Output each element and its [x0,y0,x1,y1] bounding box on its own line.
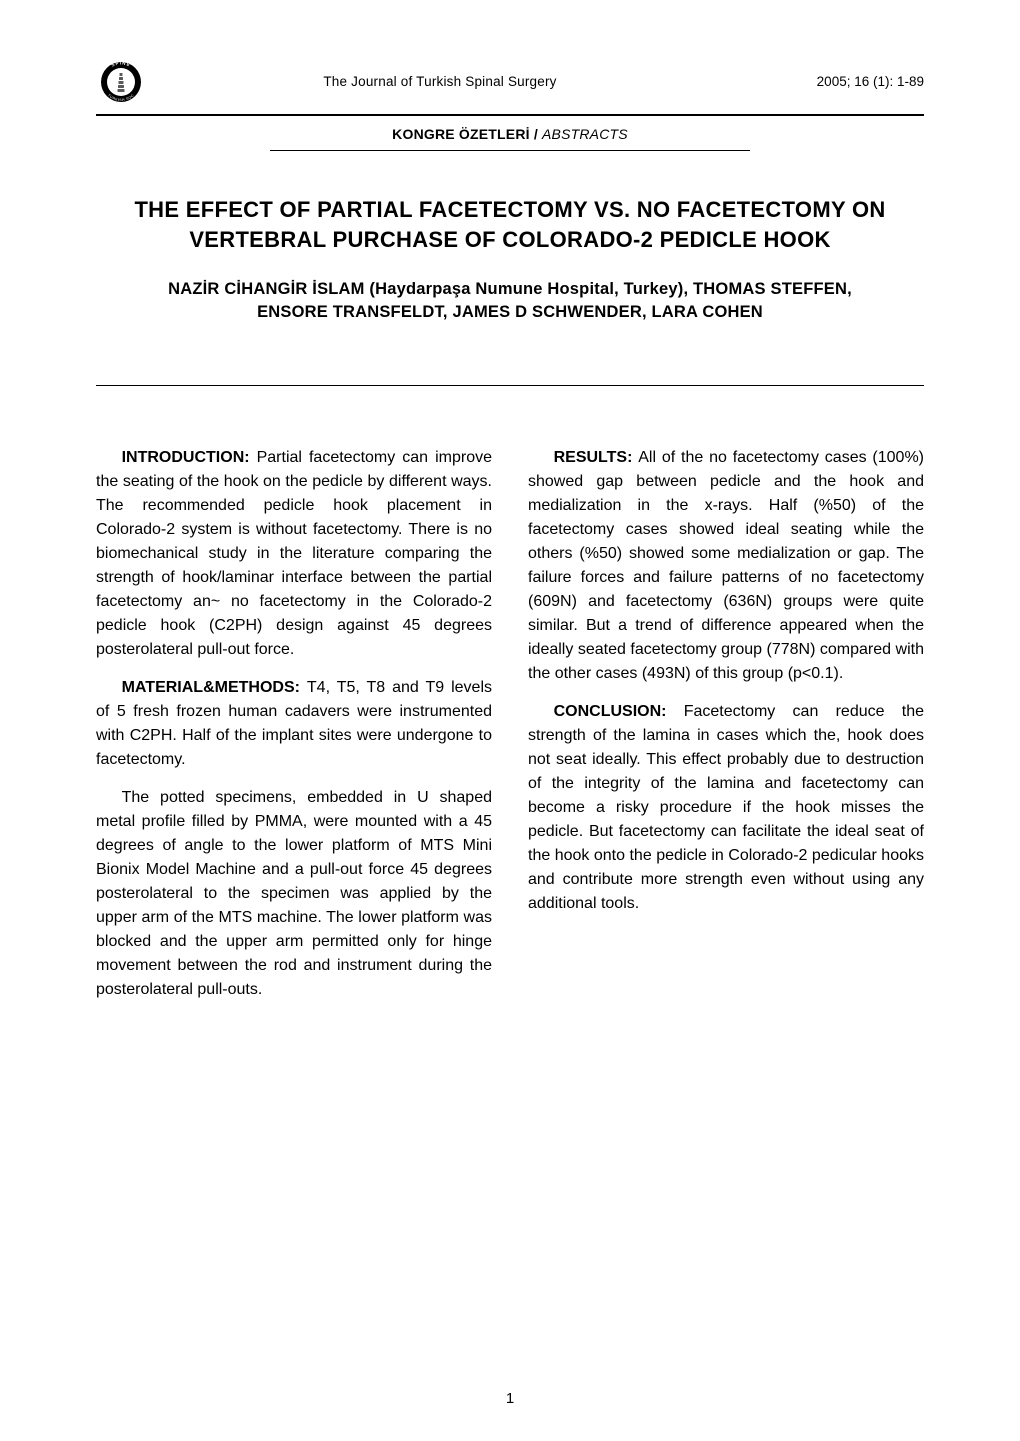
paragraph-text: Facetectomy can reduce the strength of t… [528,703,924,912]
paragraph-text: The potted specimens, embedded in U shap… [96,789,492,998]
paragraph: MATERIAL&METHODS: T4, T5, T8 and T9 leve… [96,676,492,772]
run-in-heading: MATERIAL&METHODS: [122,679,307,696]
section-subrule [270,150,750,151]
paragraph-text: Partial facetectomy can improve the seat… [96,449,492,658]
authors-line-1: NAZİR CİHANGİR İSLAM (Haydarpaşa Numune … [168,280,852,298]
column-left: INTRODUCTION: Partial facetectomy can im… [96,446,492,1016]
top-thick-rule [96,114,924,116]
title-line-2: VERTEBRAL PURCHASE OF COLORADO-2 PEDICLE… [189,227,830,252]
run-in-heading: CONCLUSION: [554,703,684,720]
section-label-italic: ABSTRACTS [542,126,628,142]
section-label: KONGRE ÖZETLERİ / ABSTRACTS [96,126,924,142]
journal-header: SPINE TURKISH SOC The Journal of Turkish… [96,56,924,110]
paragraph: INTRODUCTION: Partial facetectomy can im… [96,446,492,662]
run-in-heading: RESULTS: [554,449,639,466]
body-columns: INTRODUCTION: Partial facetectomy can im… [96,446,924,1016]
column-right: RESULTS: All of the no facetectomy cases… [528,446,924,1016]
author-line: NAZİR CİHANGİR İSLAM (Haydarpaşa Numune … [120,278,900,324]
page: SPINE TURKISH SOC The Journal of Turkish… [0,0,1020,1441]
page-number: 1 [0,1390,1020,1407]
issue-label: 2005; 16 (1): 1-89 [764,74,924,89]
title-line-1: THE EFFECT OF PARTIAL FACETECTOMY VS. NO… [134,197,885,222]
authors-line-2: ENSORE TRANSFELDT, JAMES D SCHWENDER, LA… [257,303,763,321]
divider-rule [96,385,924,386]
paragraph: CONCLUSION: Facetectomy can reduce the s… [528,700,924,916]
section-rule-wrap: KONGRE ÖZETLERİ / ABSTRACTS [96,114,924,151]
journal-name: The Journal of Turkish Spinal Surgery [116,74,764,89]
paragraph: The potted specimens, embedded in U shap… [96,786,492,1002]
article-title: THE EFFECT OF PARTIAL FACETECTOMY VS. NO… [120,195,900,254]
run-in-heading: INTRODUCTION: [122,449,257,466]
section-label-bold: KONGRE ÖZETLERİ / [392,126,542,142]
paragraph: RESULTS: All of the no facetectomy cases… [528,446,924,686]
paragraph-text: All of the no facetectomy cases (100%) s… [528,449,924,682]
